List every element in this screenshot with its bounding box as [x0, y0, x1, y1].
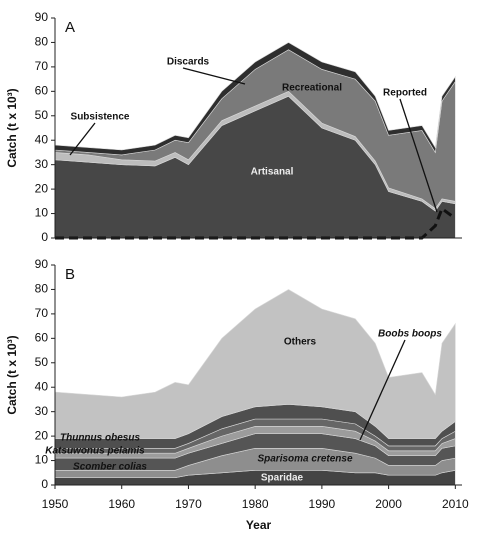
- y-axis-title: Catch (t x 10³): [5, 335, 19, 414]
- series-label: Scomber colias: [73, 462, 147, 473]
- y-tick-label: 0: [41, 230, 48, 244]
- area: [54, 42, 456, 156]
- y-tick-label: 60: [35, 331, 49, 345]
- y-tick-label: 50: [35, 355, 49, 369]
- series-label: Discards: [167, 57, 210, 68]
- y-tick-label: 30: [35, 157, 49, 171]
- series-label: Reported: [383, 88, 427, 99]
- series-label: Subsistence: [71, 112, 130, 123]
- y-tick-label: 10: [35, 453, 49, 467]
- y-tick-label: 10: [35, 206, 49, 220]
- panel-label: B: [65, 266, 75, 283]
- x-tick-label: 2010: [442, 497, 469, 511]
- y-tick-label: 0: [41, 477, 48, 491]
- y-tick-label: 90: [35, 257, 49, 271]
- leader-line: [69, 122, 96, 156]
- x-tick-label: 1950: [42, 497, 69, 511]
- y-tick-label: 30: [35, 404, 49, 418]
- x-tick-label: 1990: [309, 497, 336, 511]
- series-label: Sparisoma cretense: [257, 454, 352, 465]
- series-label: Thunnus obesus: [60, 433, 140, 444]
- y-tick-label: 70: [35, 306, 49, 320]
- series-label: Recreational: [282, 83, 342, 94]
- series-label: Sparidae: [261, 473, 304, 484]
- y-tick-label: 80: [35, 35, 49, 49]
- series-label: Others: [284, 337, 317, 348]
- x-tick-label: 1960: [108, 497, 135, 511]
- series-label: Katsuwonus pelamis: [45, 446, 145, 457]
- x-tick-label: 1970: [175, 497, 202, 511]
- series-label: Artisanal: [251, 167, 294, 178]
- x-tick-label: 2000: [375, 497, 402, 511]
- y-tick-label: 90: [35, 10, 49, 24]
- x-tick-label: 1980: [242, 497, 269, 511]
- y-tick-label: 80: [35, 282, 49, 296]
- area: [54, 289, 456, 439]
- y-tick-label: 50: [35, 108, 49, 122]
- leader-line: [399, 98, 438, 213]
- leader-line: [359, 339, 406, 441]
- y-tick-label: 40: [35, 379, 49, 393]
- leader-line: [182, 67, 246, 85]
- y-tick-label: 70: [35, 59, 49, 73]
- y-axis-title: Catch (t x 10³): [5, 88, 19, 167]
- y-tick-label: 60: [35, 84, 49, 98]
- panel-label: A: [65, 19, 75, 36]
- series-label: Boobs boops: [378, 329, 442, 340]
- x-axis-title: Year: [246, 518, 272, 532]
- y-tick-label: 20: [35, 181, 49, 195]
- y-tick-label: 20: [35, 428, 49, 442]
- y-tick-label: 40: [35, 132, 49, 146]
